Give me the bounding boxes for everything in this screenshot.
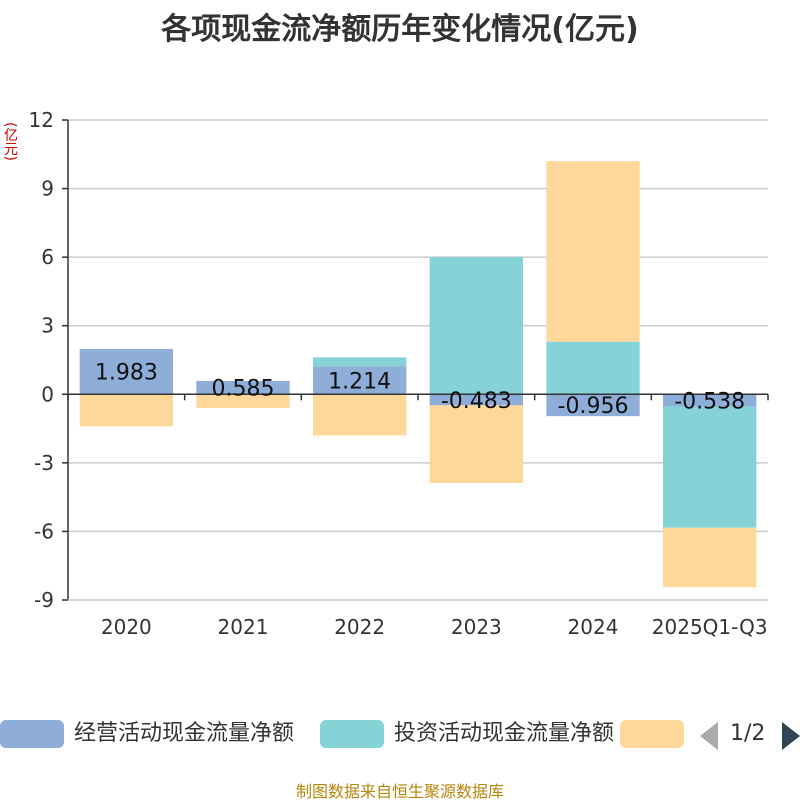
bar-operating-2022 [313, 366, 407, 395]
x-tick-label-2022: 2022 [334, 615, 385, 639]
legend: 经营活动现金流量净额 投资活动现金流量净额 1/2 [0, 712, 800, 756]
legend-label-operating: 经营活动现金流量净额 [74, 721, 295, 746]
bar-operating-2020 [79, 348, 173, 395]
bar-financing-2021 [196, 394, 290, 408]
bar-financing-2020 [79, 394, 173, 427]
bar-financing-2024 [546, 161, 640, 342]
y-tick-label-6: 9 [41, 177, 54, 201]
y-tick-label-0: -9 [34, 588, 54, 612]
data-label-operating-2024: -0.956 [558, 394, 629, 419]
data-label-operating-2021: 0.585 [212, 377, 275, 402]
bar-investing-2023 [429, 257, 523, 395]
y-axis-unit: (亿元) [2, 122, 18, 161]
x-tick-label-2020: 2020 [101, 615, 152, 639]
x-tick-label-2025Q1-Q3: 2025Q1-Q3 [652, 615, 768, 639]
data-label-operating-2023: -0.483 [441, 389, 512, 414]
legend-prev-arrow-icon[interactable] [700, 722, 718, 750]
bar-investing-2022 [313, 357, 407, 367]
y-tick-label-3: 0 [41, 382, 54, 406]
bars [79, 161, 757, 588]
legend-swatch-investing [320, 720, 384, 748]
bar-operating-2021 [196, 380, 290, 395]
bar-investing-2025Q1-Q3 [663, 406, 757, 528]
y-tick-label-5: 6 [41, 245, 54, 269]
legend-label-investing: 投资活动现金流量净额 [394, 721, 615, 746]
source-note: 制图数据来自恒生聚源数据库 [295, 782, 504, 800]
x-tick-label-2023: 2023 [451, 615, 502, 639]
legend-swatch-financing [620, 720, 684, 748]
chart-title: 各项现金流净额历年变化情况(亿元) [161, 12, 639, 47]
x-tick-label-2021: 2021 [218, 615, 269, 639]
bar-operating-2024 [546, 394, 640, 417]
axes: -9 -6 -3 0 3 6 9 12 2020 2021 2022 2023 2024 2025Q1-Q… [29, 108, 769, 639]
bar-financing-2025Q1-Q3 [663, 527, 757, 588]
legend-page-indicator: 1/2 [730, 721, 766, 746]
data-labels: 1.983 0.585 1.214 -0.483 -0.956 -0.538 [95, 361, 745, 420]
y-tick-label-2: -3 [34, 451, 54, 475]
y-tick-label-7: 12 [29, 108, 54, 132]
x-tick-label-2024: 2024 [568, 615, 619, 639]
bar-operating-2025Q1-Q3 [663, 394, 757, 407]
legend-swatch-operating [0, 720, 64, 748]
bar-chart: -9 -6 -3 0 3 6 9 12 2020 2021 2022 2023 2024 2025Q1-Q… [29, 108, 769, 639]
bar-financing-2023 [429, 405, 523, 484]
y-tick-label-1: -6 [34, 519, 54, 543]
bar-financing-2022 [313, 394, 407, 436]
data-label-operating-2022: 1.214 [328, 369, 391, 394]
y-tick-label-4: 3 [41, 314, 54, 338]
data-label-operating-2025Q1-Q3: -0.538 [674, 389, 745, 414]
legend-next-arrow-icon[interactable] [782, 722, 800, 750]
bar-operating-2023 [429, 394, 523, 406]
data-label-operating-2020: 1.983 [95, 361, 158, 386]
bar-investing-2024 [546, 341, 640, 395]
